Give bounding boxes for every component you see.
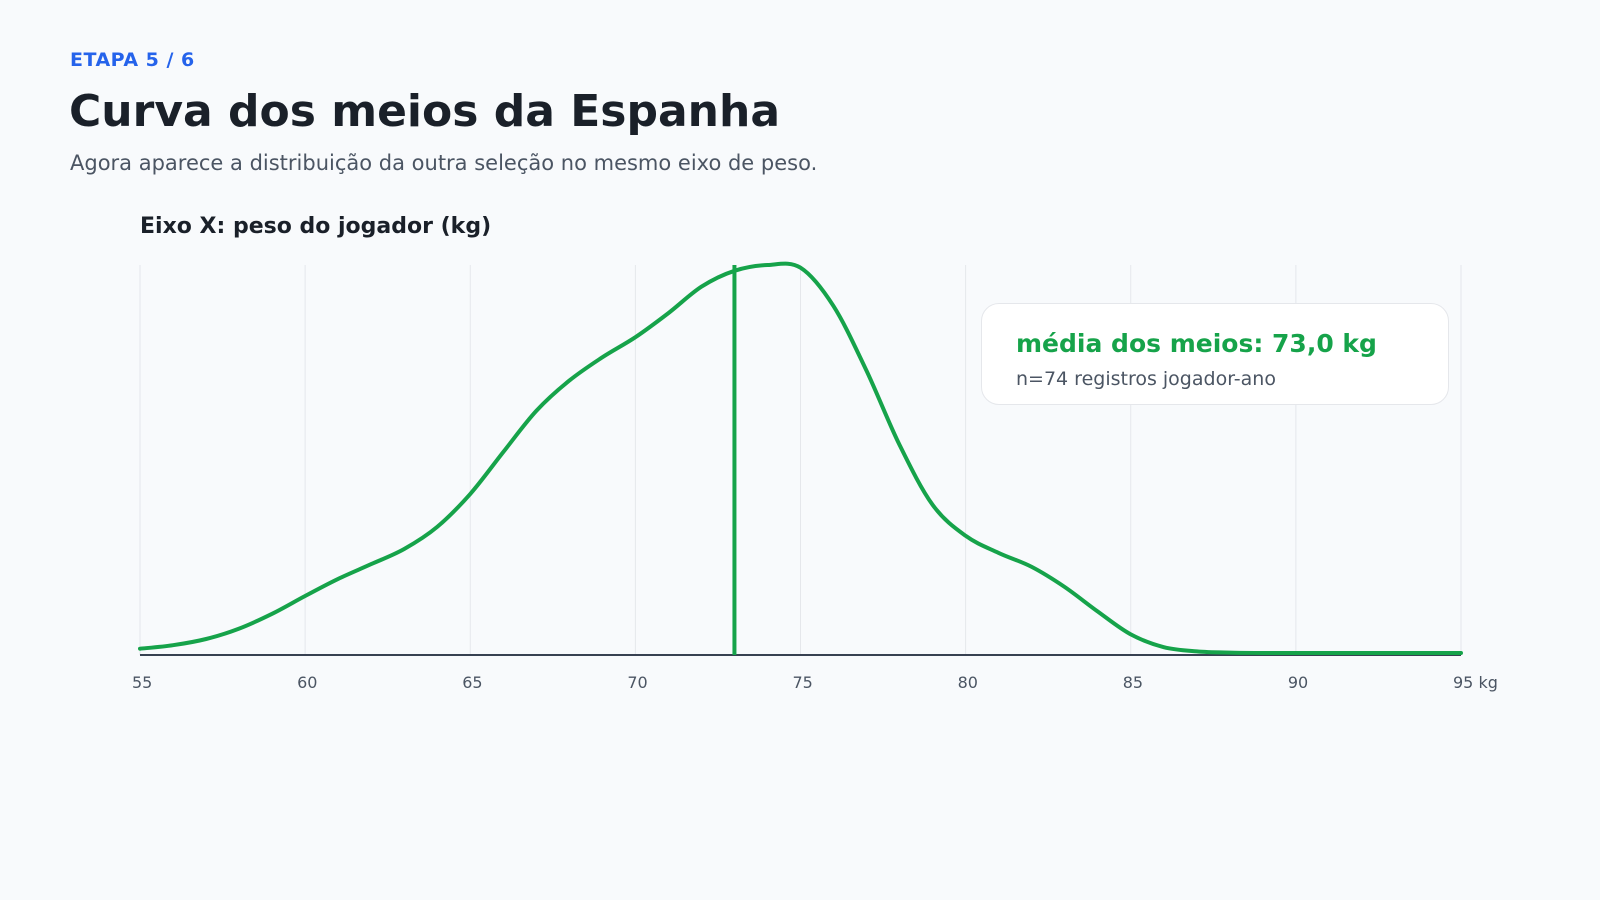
x-axis-ticks: 55 60 65 70 75 80 85 90 95 kg xyxy=(132,673,1498,692)
x-axis-caption: Eixo X: peso do jogador (kg) xyxy=(140,214,492,239)
x-tick-label: 95 kg xyxy=(1453,673,1498,692)
x-tick-label: 70 xyxy=(627,673,647,692)
mean-annotation-title: média dos meios: 73,0 kg xyxy=(1016,329,1377,358)
x-tick-label: 60 xyxy=(297,673,317,692)
mean-annotation-card: média dos meios: 73,0 kg n=74 registros … xyxy=(981,303,1449,405)
x-tick-label: 65 xyxy=(462,673,482,692)
density-curve xyxy=(138,261,1463,656)
x-tick-label: 75 xyxy=(793,673,813,692)
x-tick-label: 85 xyxy=(1123,673,1143,692)
step-indicator: ETAPA 5 / 6 xyxy=(70,49,195,71)
page-subtitle: Agora aparece a distribuição da outra se… xyxy=(70,151,818,175)
x-tick-label: 80 xyxy=(958,673,978,692)
x-tick-label: 90 xyxy=(1288,673,1308,692)
mean-annotation-detail: n=74 registros jogador-ano xyxy=(1016,368,1276,390)
x-tick-label: 55 xyxy=(132,673,152,692)
grid-lines xyxy=(139,265,1462,655)
page-title: Curva dos meios da Espanha xyxy=(69,86,781,137)
